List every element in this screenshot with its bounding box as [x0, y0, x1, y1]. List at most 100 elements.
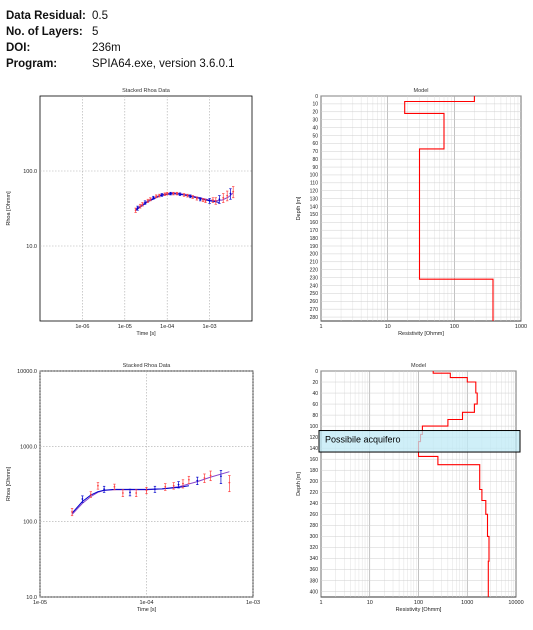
info-value: 5 — [92, 26, 99, 38]
y-tick-label: 140 — [310, 204, 319, 210]
data-point — [218, 198, 221, 201]
x-tick-label: 1e-05 — [33, 600, 47, 606]
data-point — [149, 198, 152, 201]
x-tick-label: 1 — [319, 600, 322, 606]
y-tick-label: 10000.0 — [17, 369, 37, 375]
data-point — [135, 492, 138, 494]
y-tick-label: 150 — [310, 212, 319, 218]
y-tick-label: 160 — [310, 457, 319, 463]
y-tick-label: 80 — [312, 157, 318, 163]
y-tick-label: 70 — [312, 149, 318, 155]
data-point — [164, 485, 167, 488]
data-point — [226, 194, 229, 197]
info-value: 0.5 — [92, 10, 108, 22]
data-point — [177, 483, 180, 486]
data-point — [152, 196, 155, 199]
y-tick-label: 280 — [310, 315, 319, 321]
info-row-layers: No. of Layers: 5 — [6, 24, 235, 40]
data-point — [195, 197, 198, 200]
data-point — [220, 475, 222, 478]
x-tick-label: 1e-06 — [75, 324, 89, 330]
y-tick-label: 40 — [312, 391, 318, 397]
y-tick-label: 90 — [312, 165, 318, 171]
data-point — [129, 491, 131, 494]
data-point — [182, 482, 184, 485]
data-point — [103, 488, 106, 491]
model-chart-2: Model 1 10 100 1000 10000 0 20 40 60 80 100 120 140 16… — [296, 363, 524, 613]
data-point — [169, 192, 172, 195]
y-tick-label: 120 — [310, 435, 319, 441]
x-axis-label: Time [s] — [136, 331, 156, 337]
data-point — [121, 492, 124, 494]
x-tick-label: 1e-04 — [160, 324, 174, 330]
y-tick-label: 220 — [310, 490, 319, 496]
y-tick-label: 180 — [310, 468, 319, 474]
y-tick-label: 400 — [310, 589, 319, 595]
y-tick-label: 0 — [315, 369, 318, 375]
y-tick-label: 380 — [310, 578, 319, 584]
data-point — [209, 474, 212, 477]
info-row-doi: DOI: 236m — [6, 40, 235, 56]
data-point — [166, 192, 169, 195]
data-point — [191, 196, 194, 198]
y-tick-label: 10 — [312, 102, 318, 108]
data-point — [172, 192, 175, 195]
x-tick-label: 10 — [367, 600, 373, 606]
info-value: SPIA64.exe, version 3.6.0.1 — [92, 58, 235, 70]
data-point — [189, 195, 192, 198]
y-tick-label: 50 — [312, 133, 318, 139]
y-tick-label: 320 — [310, 545, 319, 551]
data-point — [186, 194, 189, 197]
y-tick-label: 220 — [310, 267, 319, 273]
y-tick-label: 110 — [310, 181, 318, 187]
data-point — [203, 477, 206, 479]
data-point — [71, 510, 73, 513]
y-tick-label: 60 — [312, 402, 318, 408]
x-tick-label: 10000 — [508, 600, 523, 606]
data-point — [232, 190, 235, 193]
data-point — [141, 203, 144, 206]
x-tick-label: 10 — [385, 324, 391, 330]
y-tick-label: 190 — [310, 244, 319, 250]
data-point — [145, 489, 148, 492]
y-tick-label: 260 — [310, 512, 319, 518]
data-point — [179, 193, 181, 196]
data-point — [183, 194, 185, 196]
info-label: Program: — [6, 58, 58, 70]
data-point — [97, 484, 99, 487]
data-point — [212, 199, 214, 201]
x-tick-label: 1e-03 — [246, 600, 260, 606]
data-point — [208, 199, 211, 202]
y-tick-label: 360 — [310, 567, 319, 573]
rhoa-chart-1: Stacked Rhoa Data 1e-06 1e-05 1e-04 1e-03 10.… — [6, 88, 253, 337]
info-value: 236m — [92, 42, 121, 54]
y-tick-label: 200 — [310, 252, 319, 258]
y-tick-label: 240 — [310, 501, 319, 507]
y-tick-label: 10.0 — [26, 595, 37, 601]
chart-title: Stacked Rhoa Data — [122, 88, 171, 94]
info-label: DOI: — [6, 42, 31, 54]
y-tick-label: 30 — [312, 117, 318, 123]
data-point — [199, 198, 202, 201]
data-point — [228, 481, 231, 484]
y-tick-label: 340 — [310, 556, 319, 562]
plot-frame — [320, 95, 522, 322]
data-point — [172, 484, 175, 487]
rhoa-chart-2: Stacked Rhoa Data 1e-05 1e-04 1e-03 10.0 100.… — [6, 363, 260, 613]
y-tick-label: 130 — [310, 196, 319, 202]
info-row-program: Program: SPIA64.exe, version 3.6.0.1 — [6, 56, 235, 72]
x-tick-label: 1000 — [515, 324, 527, 330]
plot-frame — [39, 95, 253, 322]
y-tick-label: 300 — [310, 534, 319, 540]
data-point — [202, 199, 204, 201]
data-point — [155, 195, 158, 198]
y-tick-label: 210 — [310, 260, 319, 266]
data-point — [146, 199, 149, 202]
data-point — [134, 209, 137, 212]
data-point — [196, 479, 199, 482]
data-point — [187, 478, 190, 481]
y-axis-label: Depth [m] — [296, 196, 302, 220]
data-point — [163, 193, 166, 196]
data-point — [161, 194, 163, 196]
